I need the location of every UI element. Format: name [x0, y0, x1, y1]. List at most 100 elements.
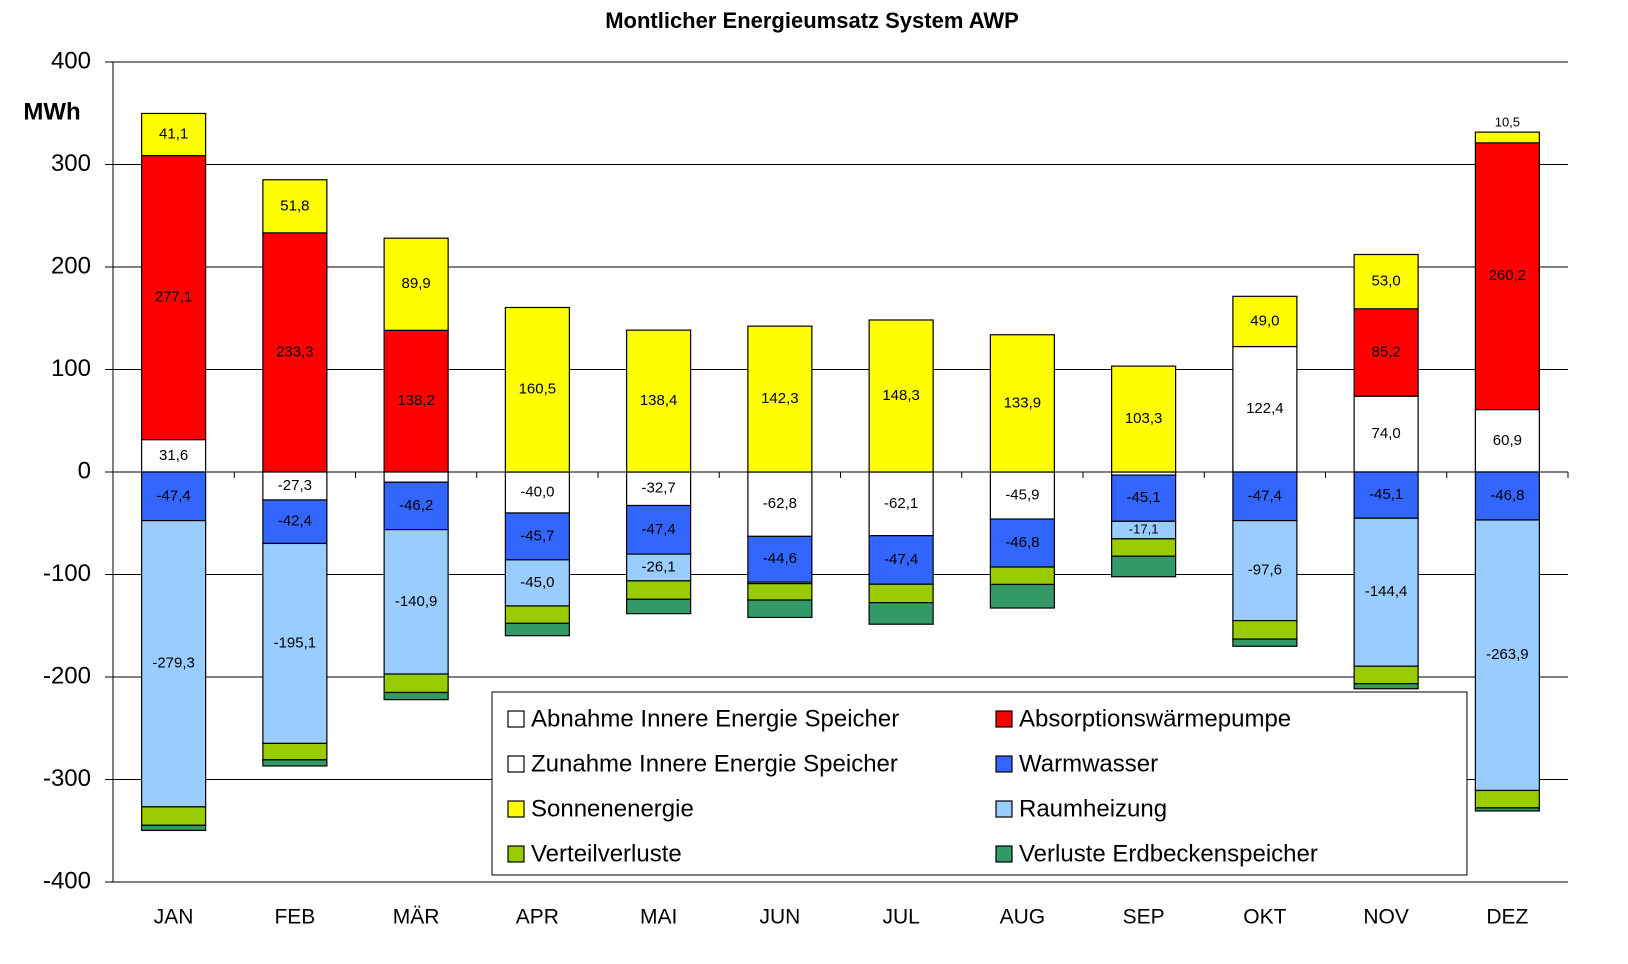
bar-segment [1474, 519, 1540, 792]
data-label: 148,3 [882, 387, 920, 404]
x-tick-label: MAI [640, 906, 677, 929]
bar-segment [262, 232, 328, 473]
bar-segment [1232, 620, 1298, 640]
legend-swatch [507, 755, 525, 773]
data-label: -62,8 [763, 495, 797, 512]
data-label: -47,4 [642, 521, 676, 538]
y-tick-label: -400 [43, 867, 91, 894]
x-tick-label: AUG [1000, 906, 1046, 929]
bar-segment [262, 471, 328, 501]
data-label: 41,1 [159, 125, 188, 142]
legend-label: Zunahme Innere Energie Speicher [531, 750, 898, 777]
data-label: -47,4 [157, 487, 191, 504]
bar-segment [626, 329, 692, 473]
data-label: -42,4 [278, 513, 312, 530]
data-label: -40,0 [520, 483, 554, 500]
bar-segment [626, 471, 692, 507]
data-label: -45,0 [520, 574, 554, 591]
x-tick-label: OKT [1243, 906, 1286, 929]
bar-segment [141, 824, 207, 832]
bar-segment [262, 542, 328, 745]
legend-label: Warmwasser [1019, 750, 1158, 777]
y-tick-label: -100 [43, 560, 91, 587]
legend-swatch [507, 845, 525, 863]
legend-swatch [995, 800, 1013, 818]
y-tick-label: -200 [43, 662, 91, 689]
data-label: -62,1 [884, 495, 918, 512]
bar-segment [1353, 308, 1419, 397]
y-tick-label: -300 [43, 765, 91, 792]
bar-segment [1111, 474, 1177, 522]
bar-segment [383, 237, 449, 331]
y-tick-label: 200 [51, 252, 91, 279]
data-label: 10,5 [1495, 115, 1520, 130]
bar-segment [383, 529, 449, 675]
y-tick-label: 0 [78, 457, 91, 484]
data-label: -140,9 [395, 593, 438, 610]
bar-segment [747, 325, 813, 473]
bar-segment [141, 154, 207, 441]
bar-segment [1353, 471, 1419, 519]
y-tick-label: 300 [51, 150, 91, 177]
legend-swatch [995, 710, 1013, 728]
bar-segment [868, 319, 934, 473]
x-tick-label: JUN [759, 906, 800, 929]
data-label: -45,1 [1369, 486, 1403, 503]
bar-segment [1474, 131, 1540, 144]
bar-segment [747, 535, 813, 583]
data-label: 74,0 [1372, 425, 1401, 442]
chart-title: Montlicher Energieumsatz System AWP [605, 8, 1019, 33]
bar-segment [383, 329, 449, 473]
data-label: 142,3 [761, 390, 799, 407]
x-tick-label: APR [516, 906, 559, 929]
bar-segment [747, 583, 813, 601]
bar-segment [262, 742, 328, 761]
legend-label: Verluste Erdbeckenspeicher [1019, 840, 1318, 867]
bar-segment [1232, 519, 1298, 622]
bar-segment [626, 580, 692, 600]
bar-segment [262, 179, 328, 234]
bar-segment [504, 559, 570, 607]
data-label: -26,1 [642, 558, 676, 575]
x-tick-label: MÄR [393, 906, 440, 929]
x-tick-label: NOV [1363, 906, 1409, 929]
bar-segment [626, 598, 692, 615]
bar-segment [989, 583, 1055, 609]
data-label: -144,4 [1365, 583, 1408, 600]
data-label: 89,9 [402, 275, 431, 292]
bar-segment [747, 599, 813, 619]
y-tick-label: 400 [51, 47, 91, 74]
data-label: -45,9 [1005, 486, 1039, 503]
bar-segment [1111, 538, 1177, 557]
data-label: 122,4 [1246, 400, 1284, 417]
data-label: 160,5 [519, 381, 557, 398]
data-label: 53,0 [1372, 273, 1401, 290]
data-label: 60,9 [1493, 432, 1522, 449]
legend-swatch [995, 845, 1013, 863]
data-label: 31,6 [159, 447, 188, 464]
data-label: -263,9 [1486, 646, 1529, 663]
bar-segment [1474, 807, 1540, 812]
y-axis-label: MWh [23, 98, 80, 125]
bar-segment [989, 334, 1055, 473]
data-label: 49,0 [1250, 312, 1279, 329]
bar-segment [989, 471, 1055, 520]
bar-segment [504, 306, 570, 473]
x-tick-label: JUL [882, 906, 919, 929]
data-label: -46,8 [1005, 534, 1039, 551]
data-label: 138,2 [397, 392, 435, 409]
bar-segment [504, 512, 570, 561]
data-label: -46,8 [1490, 487, 1524, 504]
data-label: 85,2 [1372, 343, 1401, 360]
bar-segment [1111, 365, 1177, 473]
bar-segment [989, 566, 1055, 586]
legend-label: Verteilverluste [531, 840, 682, 867]
bar-segment [504, 471, 570, 514]
bar-segment [504, 622, 570, 637]
bar-segment [141, 112, 207, 157]
data-label: 233,3 [276, 343, 314, 360]
bar-segment [141, 439, 207, 473]
data-label: -44,6 [763, 550, 797, 567]
data-label: 138,4 [640, 392, 678, 409]
